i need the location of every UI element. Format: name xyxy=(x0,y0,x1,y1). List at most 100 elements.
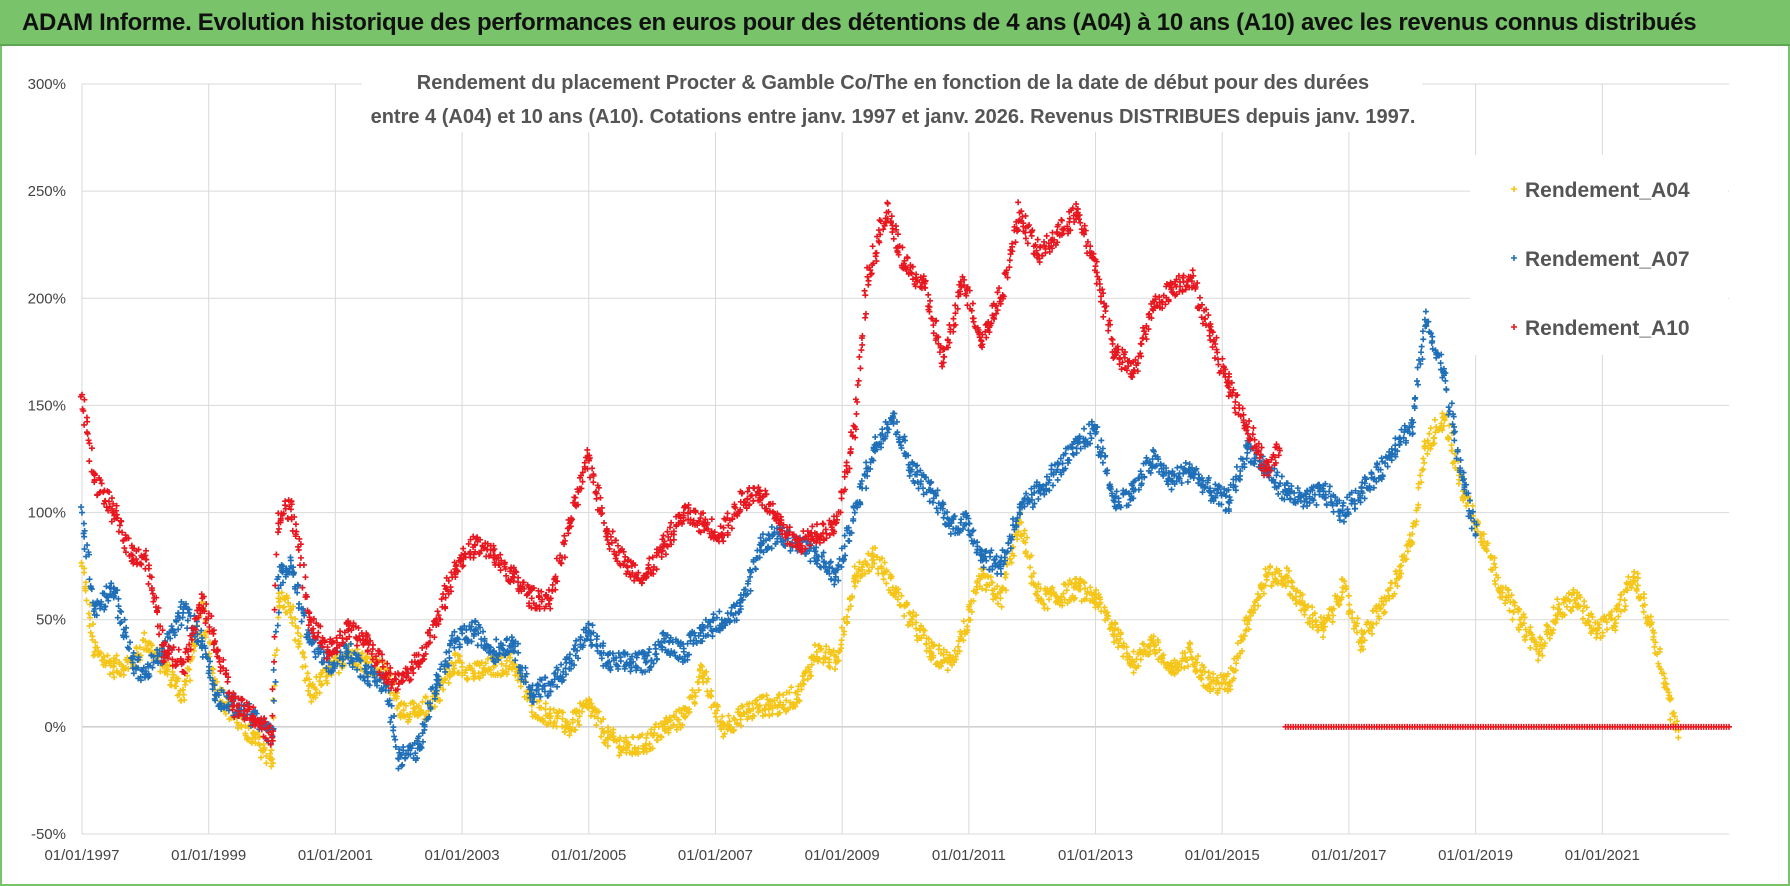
data-point xyxy=(415,733,422,740)
data-point xyxy=(1123,650,1130,657)
data-point xyxy=(1353,629,1360,636)
data-point xyxy=(699,670,706,677)
data-point xyxy=(1152,650,1159,657)
data-point xyxy=(517,683,524,690)
data-point xyxy=(1396,567,1403,574)
data-point xyxy=(1239,636,1246,643)
data-point xyxy=(1509,616,1516,623)
data-point xyxy=(323,665,330,672)
data-point xyxy=(777,699,784,706)
data-point xyxy=(1244,616,1251,623)
data-point xyxy=(658,639,665,646)
data-point xyxy=(1392,580,1399,587)
data-point xyxy=(442,668,449,675)
data-point xyxy=(1245,626,1252,633)
data-point xyxy=(788,684,795,691)
data-point xyxy=(253,710,260,717)
data-point xyxy=(86,576,93,583)
data-point xyxy=(1536,634,1543,641)
data-point xyxy=(1539,652,1546,659)
data-point xyxy=(736,609,743,616)
data-point xyxy=(699,638,706,645)
data-point xyxy=(864,562,871,569)
data-point xyxy=(762,711,769,718)
data-point xyxy=(347,640,354,647)
data-point xyxy=(642,741,649,747)
data-point xyxy=(552,670,559,677)
data-point xyxy=(554,666,561,673)
data-point xyxy=(1104,615,1111,622)
data-point xyxy=(1515,626,1522,633)
data-point xyxy=(312,694,319,701)
data-point xyxy=(395,702,402,709)
data-point xyxy=(1640,591,1647,598)
data-point xyxy=(1640,608,1647,615)
data-point xyxy=(571,726,578,733)
data-point xyxy=(994,583,1001,590)
data-point xyxy=(135,656,142,663)
data-point xyxy=(170,627,177,634)
data-point xyxy=(202,651,209,658)
data-point xyxy=(86,622,93,629)
data-point xyxy=(695,687,702,694)
data-point xyxy=(1112,619,1119,626)
data-point xyxy=(551,719,558,726)
data-point xyxy=(628,653,635,660)
data-point xyxy=(426,713,433,720)
data-point xyxy=(1155,639,1162,646)
data-point xyxy=(1496,588,1503,595)
data-point xyxy=(1072,594,1079,601)
data-point xyxy=(940,651,947,658)
data-point xyxy=(747,587,754,594)
data-point xyxy=(1262,566,1269,573)
data-point xyxy=(830,647,837,654)
data-point xyxy=(1345,610,1352,617)
data-point xyxy=(1262,582,1269,589)
data-point xyxy=(851,563,858,570)
data-point xyxy=(1667,696,1674,703)
data-point xyxy=(1420,466,1427,473)
data-point xyxy=(451,644,458,651)
data-point xyxy=(1579,615,1586,622)
data-point xyxy=(721,730,728,737)
data-point xyxy=(693,639,700,646)
data-point xyxy=(116,671,123,678)
data-point xyxy=(1168,670,1175,677)
data-point xyxy=(1579,608,1586,615)
data-point xyxy=(1656,648,1663,655)
data-point xyxy=(89,599,96,606)
data-point xyxy=(97,605,104,612)
data-point xyxy=(1353,622,1360,629)
data-point xyxy=(1577,594,1584,601)
data-point xyxy=(476,675,483,682)
data-point xyxy=(691,629,698,636)
data-point xyxy=(908,616,915,623)
data-point xyxy=(1637,593,1644,600)
data-point xyxy=(1634,575,1641,582)
data-point xyxy=(305,687,312,694)
data-point xyxy=(179,614,186,621)
data-point xyxy=(757,534,764,541)
data-point xyxy=(437,666,444,673)
data-point xyxy=(1604,626,1611,633)
data-point xyxy=(542,674,549,681)
data-point xyxy=(726,619,733,626)
data-point xyxy=(559,674,566,681)
data-point xyxy=(194,631,201,638)
data-point xyxy=(1276,567,1283,574)
data-point xyxy=(1527,644,1534,651)
data-point xyxy=(1192,668,1199,675)
data-point xyxy=(272,628,279,635)
data-point xyxy=(1373,608,1380,615)
data-point xyxy=(667,725,674,732)
data-point xyxy=(1537,641,1544,648)
data-point xyxy=(1320,634,1327,641)
data-point xyxy=(255,740,262,747)
data-point xyxy=(997,595,1004,602)
data-point xyxy=(261,747,268,754)
data-point xyxy=(840,631,847,638)
series-layer xyxy=(77,199,1732,772)
data-point xyxy=(1187,648,1194,655)
data-point xyxy=(320,659,327,666)
data-point xyxy=(146,673,153,680)
